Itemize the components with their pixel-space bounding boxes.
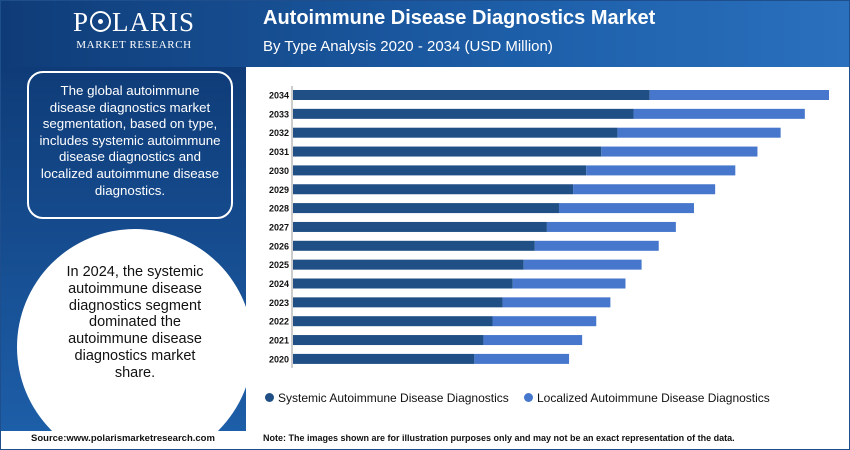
bar-localized-2022: [492, 316, 597, 327]
bar-chart: 2034 2033 2032 2031 2030 2029 2028 2027 2026 2025…: [269, 86, 829, 368]
legend-item-localized: Localized Autoimmune Disease Diagnostics: [524, 391, 770, 405]
legend-swatch-localized: [524, 393, 533, 402]
bar-localized-2031: [601, 146, 758, 157]
y-tick-label-2021: 2021: [269, 336, 289, 346]
y-tick-label-2028: 2028: [269, 204, 289, 214]
logo-text-right: LARIS: [112, 7, 196, 37]
legend-item-systemic: Systemic Autoimmune Disease Diagnostics: [265, 391, 509, 405]
y-tick-label-2033: 2033: [269, 109, 289, 119]
bar-localized-2020: [474, 353, 570, 364]
brand-logo: P LARIS: [61, 7, 207, 37]
legend-label-systemic: Systemic Autoimmune Disease Diagnostics: [278, 391, 509, 405]
bar-localized-2027: [546, 221, 676, 232]
disclaimer-note: Note: The images shown are for illustrat…: [263, 433, 735, 443]
y-tick-label-2026: 2026: [269, 241, 289, 251]
y-tick-label-2032: 2032: [269, 128, 289, 138]
y-tick-label-2020: 2020: [269, 354, 289, 364]
bar-systemic-2028: [293, 203, 559, 214]
chart-subtitle: By Type Analysis 2020 - 2034 (USD Millio…: [263, 38, 553, 55]
footer: Source:www.polarismarketresearch.com Not…: [1, 431, 849, 449]
bar-localized-2025: [523, 259, 642, 270]
bar-systemic-2027: [293, 221, 547, 232]
bar-systemic-2024: [293, 278, 513, 289]
bar-localized-2023: [502, 297, 611, 308]
y-tick-label-2025: 2025: [269, 260, 289, 270]
bar-systemic-2032: [293, 127, 618, 138]
legend-swatch-systemic: [265, 393, 274, 402]
bar-localized-2033: [633, 108, 805, 119]
bar-localized-2030: [586, 165, 736, 176]
y-tick-label-2024: 2024: [269, 279, 289, 289]
bar-localized-2034: [649, 90, 829, 100]
y-tick-label-2022: 2022: [269, 317, 289, 327]
bar-systemic-2029: [293, 184, 574, 195]
y-tick-label-2034: 2034: [269, 91, 289, 101]
bar-systemic-2020: [293, 353, 475, 364]
legend-label-localized: Localized Autoimmune Disease Diagnostics: [537, 391, 770, 405]
bar-localized-2032: [617, 127, 781, 138]
bar-systemic-2022: [293, 316, 493, 327]
bar-systemic-2025: [293, 259, 524, 270]
bar-systemic-2033: [293, 108, 634, 119]
bar-localized-2029: [573, 184, 716, 195]
y-tick-label-2023: 2023: [269, 298, 289, 308]
logo-text-left: P: [72, 7, 89, 37]
highlight-text: In 2024, the systemic autoimmune disease…: [66, 264, 204, 381]
bar-systemic-2031: [293, 146, 602, 157]
bar-systemic-2021: [293, 335, 484, 346]
chart-title: Autoimmune Disease Diagnostics Market: [263, 7, 656, 29]
bar-systemic-2026: [293, 240, 535, 251]
logo-o-icon: [90, 11, 111, 32]
bar-localized-2028: [558, 203, 694, 214]
header-banner: P LARIS MARKET RESEARCH Autoimmune Diseas…: [1, 1, 849, 67]
bar-localized-2021: [483, 335, 583, 346]
bar-systemic-2034: [293, 90, 650, 100]
bar-localized-2024: [512, 278, 626, 289]
bar-systemic-2030: [293, 165, 587, 176]
bar-localized-2026: [534, 240, 659, 251]
logo-tagline: MARKET RESEARCH: [76, 39, 192, 51]
highlight-circle: In 2024, the systemic autoimmune disease…: [17, 229, 253, 449]
y-tick-label-2027: 2027: [269, 222, 289, 232]
source-text: Source:www.polarismarketresearch.com: [31, 433, 215, 444]
info-box: The global autoimmune disease diagnostic…: [27, 71, 233, 219]
y-tick-label-2030: 2030: [269, 166, 289, 176]
info-text: The global autoimmune disease diagnostic…: [39, 83, 221, 198]
bar-systemic-2023: [293, 297, 503, 308]
y-tick-label-2031: 2031: [269, 147, 289, 157]
y-tick-label-2029: 2029: [269, 185, 289, 195]
